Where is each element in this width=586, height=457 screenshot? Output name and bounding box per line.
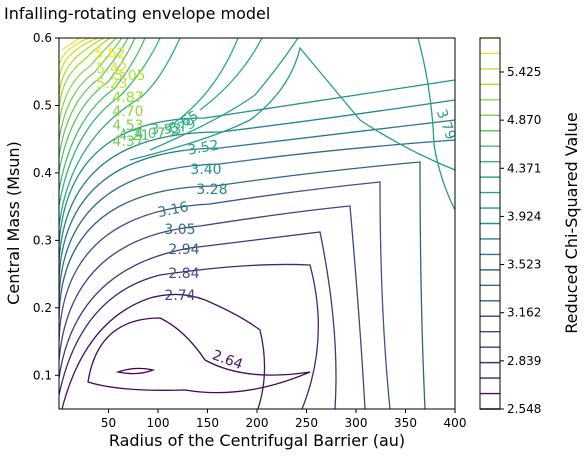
- contour-label: 4.21: [118, 128, 149, 144]
- colorbar-tick-label: 5.425: [507, 65, 541, 79]
- contour-label: 5.05: [114, 68, 145, 84]
- contour-line: [59, 181, 391, 409]
- contour-label: 2.84: [168, 266, 199, 282]
- contour-line: [59, 161, 426, 409]
- contour-line: [59, 38, 105, 95]
- contour-label: 3.28: [196, 182, 227, 198]
- contour-label: 2.94: [168, 242, 199, 258]
- contour-line: [169, 38, 239, 127]
- contour-line: [129, 46, 455, 171]
- contour-line: [115, 367, 156, 375]
- contour-line: [59, 38, 181, 227]
- colorbar-label: Reduced Chi-Squared Value: [562, 112, 581, 333]
- contour-label: 4.70: [112, 104, 143, 120]
- colorbar-tick-label: 3.924: [507, 209, 541, 223]
- contour-line: [59, 263, 319, 409]
- contour-label: 5.62: [94, 46, 125, 62]
- contour-label: 4.53: [112, 118, 143, 134]
- contour-line: [59, 99, 455, 263]
- x-axis-ticks: 50 100 150 200 250 300 350 400: [101, 409, 467, 430]
- chart-title: Infalling-rotating envelope model: [4, 4, 270, 23]
- contour-line: [59, 38, 99, 79]
- contour-line: [59, 139, 455, 301]
- y-axis-ticks: 0.1 0.2 0.3 0.4 0.5 0.6: [33, 31, 59, 382]
- colorbar-tick-label: 3.162: [507, 306, 541, 320]
- colorbar: 5.425 4.870 4.371 3.924 3.523 3.162 2.839 2.548: [479, 37, 541, 416]
- colorbar-tick-label: 4.371: [507, 161, 541, 175]
- contour-line: [59, 38, 117, 125]
- x-tick-label: 150: [196, 416, 219, 430]
- x-tick-label: 250: [295, 416, 318, 430]
- contour-line: [59, 38, 129, 157]
- contour-line: [59, 38, 123, 141]
- colorbar-tick-label: 2.839: [507, 354, 541, 368]
- colorbar-tick-label: 2.548: [507, 402, 541, 416]
- contour-line: [59, 38, 91, 65]
- y-tick-label: 0.4: [33, 166, 52, 180]
- x-tick-label: 100: [147, 416, 170, 430]
- contour-line: [417, 38, 455, 211]
- contour-label: 5.23: [96, 76, 127, 92]
- contour-label: 3.93: [150, 122, 181, 138]
- contour-line: [59, 231, 337, 409]
- contour-label: 2.74: [164, 288, 195, 304]
- contour-line: [59, 79, 455, 245]
- y-tick-label: 0.1: [33, 368, 52, 382]
- colorbar-tick-label: 4.870: [507, 113, 541, 127]
- contour-lines: [59, 38, 455, 409]
- contour-line: [199, 38, 263, 111]
- contour-label: 5.42: [96, 61, 127, 77]
- contour-line: [59, 205, 366, 409]
- contour-line: [59, 38, 111, 109]
- contour-line: [87, 317, 311, 394]
- contour-label: 4.07: [134, 126, 165, 142]
- contour-line: [61, 293, 266, 409]
- contour-line: [61, 38, 81, 51]
- contour-label: 4.37: [112, 134, 143, 150]
- y-tick-label: 0.5: [33, 98, 52, 112]
- contour-line: [149, 38, 299, 151]
- y-tick-label: 0.3: [33, 233, 52, 247]
- contour-line: [59, 38, 136, 173]
- contour-label: 4.87: [112, 90, 143, 106]
- colorbar-frame: [479, 37, 501, 410]
- contour-label: 3.05: [164, 222, 195, 238]
- y-tick-label: 0.2: [33, 301, 52, 315]
- colorbar-tick-label: 3.523: [507, 258, 541, 272]
- y-tick-label: 0.6: [33, 31, 52, 45]
- contour-label: 3.52: [187, 137, 220, 158]
- contour-label: 3.16: [156, 199, 190, 221]
- contour-line: [59, 119, 455, 281]
- y-axis-label: Central Mass (Msun): [4, 141, 23, 305]
- x-tick-label: 350: [394, 416, 417, 430]
- contour-label: 3.40: [190, 162, 221, 178]
- x-tick-label: 300: [345, 416, 368, 430]
- contour-line: [59, 38, 146, 191]
- x-tick-label: 200: [246, 416, 269, 430]
- x-axis-label: Radius of the Centrifugal Barrier (au): [109, 431, 405, 450]
- contour-line: [59, 38, 161, 207]
- x-tick-label: 400: [444, 416, 467, 430]
- x-tick-label: 50: [101, 416, 116, 430]
